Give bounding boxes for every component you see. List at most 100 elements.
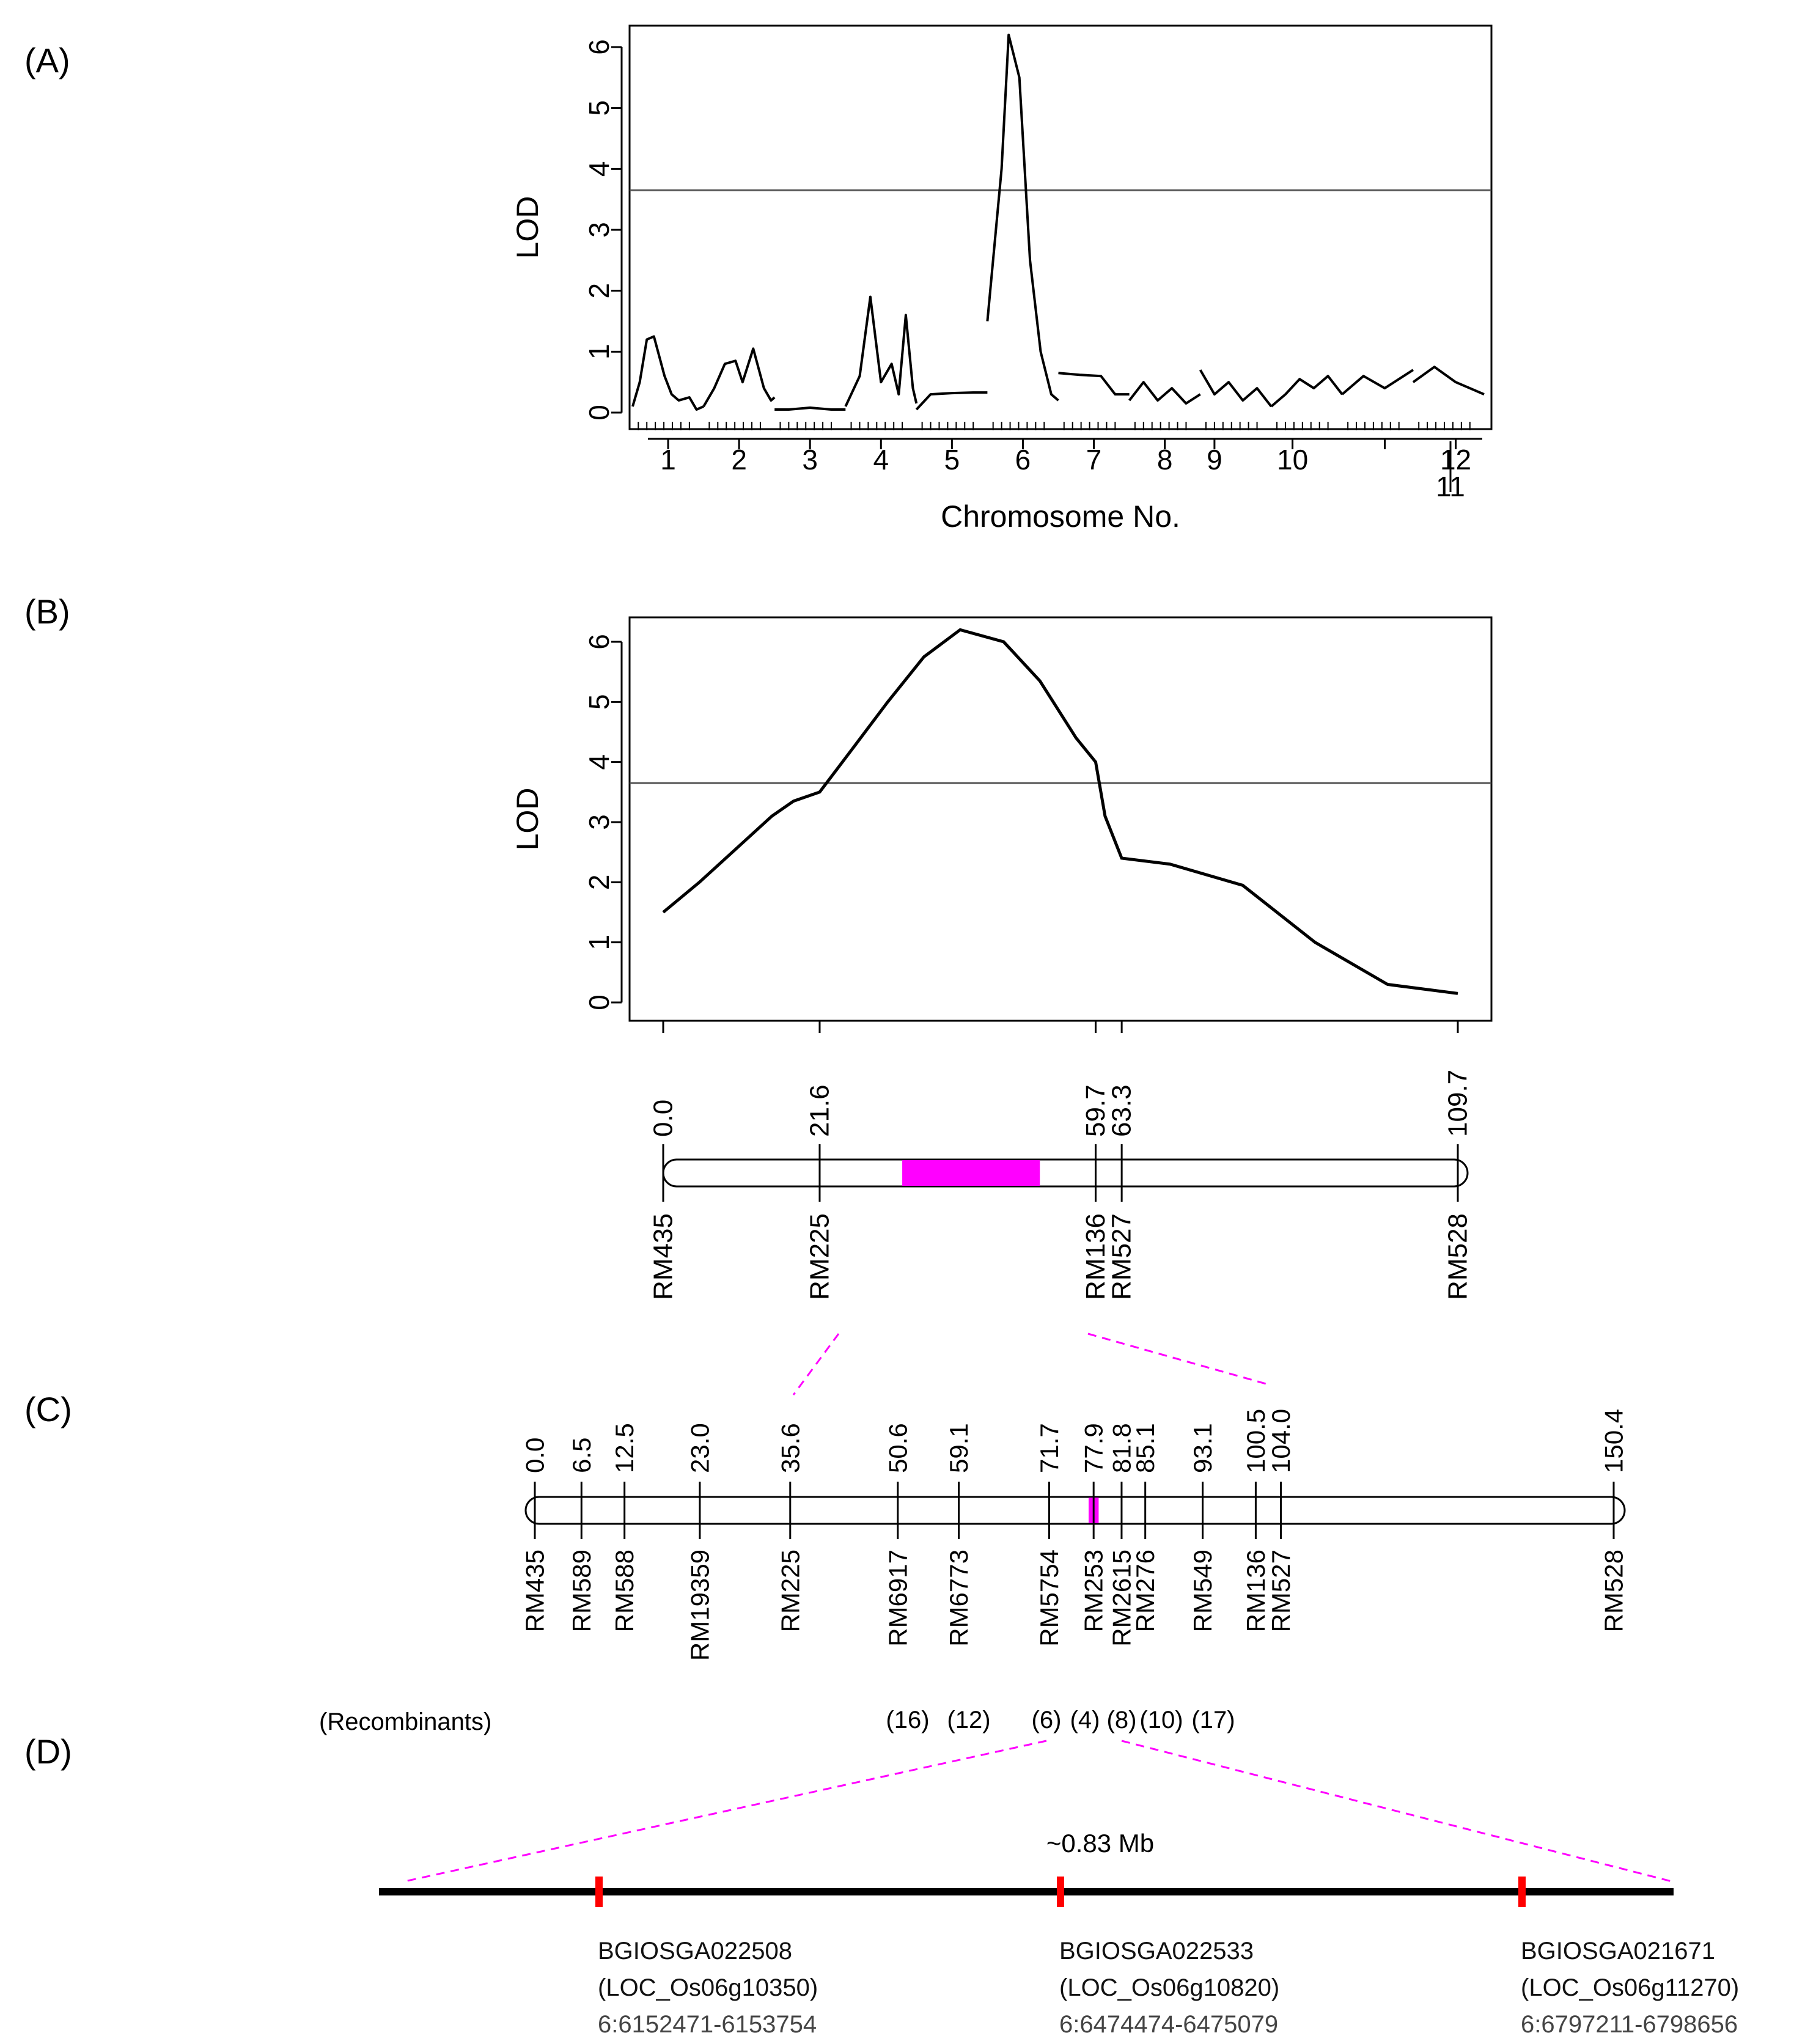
recombinant-counts: (16) (12) (6) (4) (8) (10) (17) <box>886 1707 1235 1733</box>
map-b-position-label: 63.3 <box>1107 1084 1137 1137</box>
chromosome-bar-b <box>662 1158 1469 1188</box>
x-tick-label-chr: 6 <box>1015 444 1031 476</box>
x-tick-label-chr: 10 <box>1277 444 1308 476</box>
y-tick-label-b: 6 <box>583 634 615 650</box>
y-tick-label-b: 2 <box>583 875 615 891</box>
lod-series-chr6 <box>986 34 1059 402</box>
x-tick-label-chr: 3 <box>802 444 818 476</box>
lod-series-chr2 <box>702 347 776 408</box>
map-c-position-label: 81.8 <box>1107 1423 1136 1473</box>
zoom-lines-c-d <box>404 1740 1672 1883</box>
marker-rug-a <box>638 422 1471 430</box>
x-tick-label-chr: 2 <box>731 444 747 476</box>
recombinants-label: (Recombinants) <box>319 1708 491 1735</box>
map-c-position-label: 6.5 <box>567 1438 596 1473</box>
map-c-marker-label: RM528 <box>1600 1550 1628 1632</box>
panel-b-lod-chr6: 0 1 2 3 4 5 6 LOD <box>510 616 1493 1033</box>
x-tick-label-chr: 1 <box>660 444 676 476</box>
map-c-position-label: 77.9 <box>1079 1423 1108 1473</box>
zoom-line-right-bc <box>1087 1333 1269 1386</box>
map-c-position-label: 59.1 <box>944 1423 973 1473</box>
map-c-marker-label: RM136 <box>1241 1550 1270 1632</box>
map-b-marker-label: RM527 <box>1107 1213 1137 1300</box>
map-c-markers: 0.0 RM435 6.5 RM589 12.5 RM588 23.0 RM19359 35.6… <box>521 1409 1628 1661</box>
y-axis-label-b: LOD <box>510 788 545 851</box>
qtl-interval-b <box>902 1160 1040 1186</box>
panel-label-b: (B) <box>24 592 70 631</box>
lod-curve-b <box>662 628 1458 995</box>
map-c-marker-label: RM253 <box>1079 1550 1108 1632</box>
chromosome-bar-c <box>524 1496 1626 1525</box>
zoom-line-left-cd <box>404 1740 1047 1883</box>
zoom-lines-b-c <box>792 1333 1269 1395</box>
map-c-marker-label: RM6773 <box>944 1550 973 1647</box>
lod-series-chr10 <box>1270 375 1344 408</box>
map-c-marker-label: RM589 <box>567 1550 596 1632</box>
y-tick-label-a: 6 <box>583 39 615 55</box>
x-tick-label-chr: 5 <box>944 444 960 476</box>
lod-series-chr1 <box>631 335 704 411</box>
y-tick-label-a: 0 <box>583 405 615 421</box>
map-c-marker-label: RM588 <box>610 1550 639 1632</box>
plot-a-frame <box>628 24 1493 430</box>
lod-series-chr12 <box>1412 366 1485 395</box>
x-tick-label-chr: 8 <box>1157 444 1173 476</box>
map-b-position-label: 21.6 <box>804 1084 834 1137</box>
map-b-marker-label: RM225 <box>804 1213 834 1300</box>
x-tick-label-chr: 4 <box>873 444 889 476</box>
y-tick-label-a: 5 <box>583 100 615 116</box>
recombinant-count: (10) <box>1139 1707 1183 1733</box>
gene-coords: 6:6797211-6798656 <box>1521 2011 1738 2038</box>
map-c-marker-label: RM225 <box>776 1550 804 1632</box>
y-tick-label-b: 3 <box>583 814 615 830</box>
lod-series-chr8 <box>1128 381 1201 405</box>
y-axis-label-a: LOD <box>510 196 545 259</box>
plot-b-frame <box>628 616 1493 1022</box>
y-tick-label-b: 5 <box>583 694 615 710</box>
map-b-position-label: 59.7 <box>1081 1084 1111 1137</box>
map-c-position-label: 100.5 <box>1241 1409 1270 1473</box>
x-tick-label-chr: 9 <box>1207 444 1222 476</box>
map-b-marker-label: RM435 <box>649 1213 678 1300</box>
gene-coords: 6:6474474-6475079 <box>1059 2011 1278 2038</box>
y-tick-label-a: 3 <box>583 222 615 238</box>
gene-locus: (LOC_Os06g10820) <box>1059 1974 1279 2001</box>
lod-series-chr3 <box>774 406 846 411</box>
map-c-position-label: 35.6 <box>776 1423 804 1473</box>
map-c-position-label: 12.5 <box>610 1423 639 1473</box>
y-tick-label-a: 1 <box>583 344 615 360</box>
map-c-position-label: 23.0 <box>685 1423 714 1473</box>
zoom-line-right-cd <box>1121 1740 1672 1883</box>
lod-series-chr4 <box>844 295 918 407</box>
gene-marker <box>595 1877 603 1907</box>
x-tick-label-chr: 7 <box>1086 444 1102 476</box>
region-size-label: ~0.83 Mb <box>1046 1829 1154 1858</box>
map-b-position-label: 109.7 <box>1443 1070 1473 1137</box>
linkage-map-c: 0.0 RM435 6.5 RM589 12.5 RM588 23.0 RM19359 35.6… <box>319 1409 1628 1735</box>
x-axis-label-a: Chromosome No. <box>941 499 1180 534</box>
gene-marker <box>1518 1877 1526 1907</box>
x-ticks-b <box>662 1021 1459 1033</box>
y-tick-label-a: 2 <box>583 283 615 299</box>
map-c-marker-label: RM435 <box>521 1550 550 1632</box>
y-axis-b: 0 1 2 3 4 5 6 <box>583 634 623 1010</box>
panel-label-d: (D) <box>24 1732 72 1771</box>
lod-series-a <box>631 34 1485 411</box>
map-b-marker-label: RM136 <box>1081 1213 1111 1300</box>
map-c-marker-label: RM19359 <box>685 1550 714 1661</box>
map-c-position-label: 93.1 <box>1188 1423 1217 1473</box>
recombinant-count: (16) <box>886 1707 929 1733</box>
map-c-marker-label: RM5754 <box>1035 1550 1064 1647</box>
y-axis-a: 0 1 2 3 4 5 6 <box>583 39 623 421</box>
map-c-marker-label: RM549 <box>1188 1550 1217 1632</box>
map-b-marker-label: RM528 <box>1443 1213 1473 1300</box>
lod-series-chr7 <box>1058 372 1130 396</box>
panel-label-c: (C) <box>24 1390 72 1428</box>
recombinant-count: (12) <box>947 1707 990 1733</box>
gene-locus: (LOC_Os06g10350) <box>598 1974 818 2001</box>
map-c-marker-label: RM527 <box>1266 1550 1295 1632</box>
linkage-map-b: 0.0 RM435 21.6 RM225 59.7 RM136 63.3 RM527 109.7… <box>649 1070 1473 1300</box>
gene-locus: (LOC_Os06g11270) <box>1521 1974 1739 2001</box>
